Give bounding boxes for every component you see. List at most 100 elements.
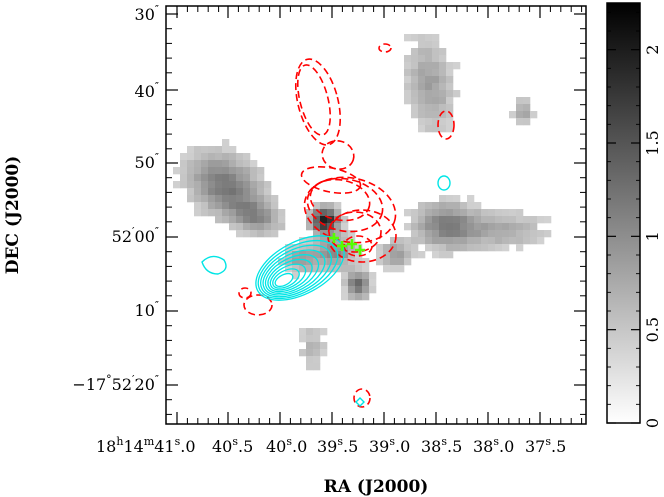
heatmap-pixel [236,195,244,203]
heatmap-pixel [355,279,363,287]
heatmap-pixel [355,251,363,259]
heatmap-pixel [201,188,209,196]
heatmap-pixel [418,76,426,84]
heatmap-pixel [180,153,188,161]
heatmap-pixel [390,244,398,252]
heatmap-pixel [425,41,433,49]
heatmap-pixel [292,244,300,252]
heatmap-pixel [474,223,482,231]
heatmap-pixel [495,244,503,252]
heatmap-pixel [306,356,314,364]
heatmap-pixel [257,216,265,224]
heatmap-pixel [411,237,419,245]
heatmap-pixel [194,167,202,175]
heatmap-pixel [341,279,349,287]
heatmap-pixel [348,272,356,280]
heatmap-pixel [222,160,230,168]
heatmap-pixel [418,202,426,210]
heatmap-pixel [229,223,237,231]
heatmap-pixel [201,153,209,161]
heatmap-pixel [439,83,447,91]
heatmap-pixel [250,209,258,217]
heatmap-pixel [509,216,517,224]
heatmap-pixel [264,181,272,189]
heatmap-pixel [446,244,454,252]
heatmap-pixel [418,209,426,217]
heatmap-pixel [537,237,545,245]
heatmap-pixel [404,62,412,70]
heatmap-pixel [250,188,258,196]
heatmap-pixel [243,223,251,231]
heatmap-pixel [180,174,188,182]
heatmap-pixel [425,48,433,56]
heatmap-pixel [481,209,489,217]
cyan-contour [272,268,300,289]
heatmap-pixel [236,181,244,189]
heatmap-pixel [306,363,314,371]
heatmap-pixel [264,223,272,231]
heatmap-pixel [222,195,230,203]
heatmap-pixel [418,216,426,224]
heatmap-pixel [306,244,314,252]
heatmap-pixel [257,174,265,182]
heatmap-pixel [453,62,461,70]
heatmap-pixel [229,202,237,210]
heatmap-pixel [544,216,552,224]
heatmap-pixel [502,216,510,224]
heatmap-pixel [313,216,321,224]
heatmap-pixel [411,209,419,217]
heatmap-pixel [411,216,419,224]
heatmap-pixel [250,160,258,168]
heatmap-pixel [250,202,258,210]
heatmap-pixel [432,97,440,105]
heatmap-pixel [355,244,363,252]
heatmap-pixel [425,90,433,98]
heatmap-pixel [327,237,335,245]
heatmap-pixel [516,230,524,238]
heatmap-pixel [523,104,531,112]
heatmap-pixel [348,286,356,294]
y-tick-label-17-52-20: −17°52′20″ [72,373,159,394]
heatmap-pixel [411,244,419,252]
heatmap-pixel [418,111,426,119]
red-contour [303,176,397,244]
heatmap-pixel [439,216,447,224]
heatmap-pixel [306,328,314,336]
heatmap-pixel [446,195,454,203]
heatmap-pixel [544,230,552,238]
heatmap-pixel [439,69,447,77]
heatmap-pixel [481,216,489,224]
heatmap-pixel [516,111,524,119]
heatmap-pixel [453,244,461,252]
y-tick-label-10: 10″ [135,299,159,320]
colorbar-tick-label: 0.5 [643,317,662,342]
heatmap-pixel [194,160,202,168]
heatmap-pixel [201,181,209,189]
heatmap-pixel [369,279,377,287]
heatmap-pixel [460,209,468,217]
red-contour [353,388,371,408]
heatmap-pixel [334,202,342,210]
heatmap-pixel [201,160,209,168]
heatmap-pixel [271,209,279,217]
heatmap-pixel [439,202,447,210]
heatmap-pixel [194,188,202,196]
heatmap-pixel [250,167,258,175]
red-contour [243,294,273,316]
heatmap-pixel [418,69,426,77]
heatmap-pixel [474,202,482,210]
heatmap-pixel [215,188,223,196]
red-contour [437,110,455,140]
heatmap-pixel [229,216,237,224]
heatmap-pixel [411,62,419,70]
heatmap-pixel [432,41,440,49]
cyan-contour [267,258,313,293]
heatmap-pixel [411,76,419,84]
heatmap-pixel [432,76,440,84]
heatmap-pixel [243,188,251,196]
heatmap-pixel [229,174,237,182]
heatmap-pixel [425,55,433,63]
heatmap-pixel [341,237,349,245]
y-tick-labels: 30″ 40″ 50″ 52′00″ 10″ −17°52′20″ [72,3,159,394]
heatmap-pixel [516,216,524,224]
